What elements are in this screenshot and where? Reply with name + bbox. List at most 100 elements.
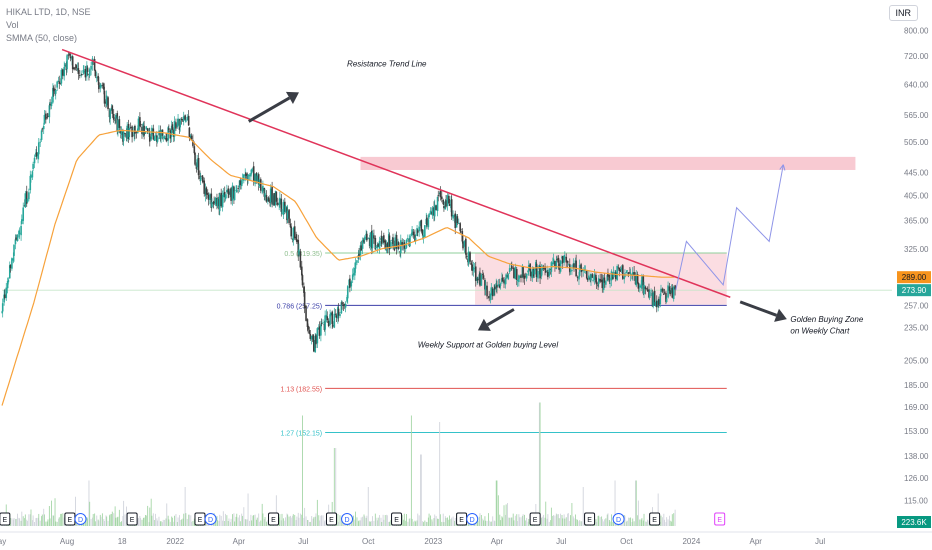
candle (380, 230, 383, 248)
candle-body (443, 206, 445, 209)
candle-body (220, 192, 222, 207)
candle-body (218, 194, 221, 212)
candle (120, 126, 123, 139)
candle-body (293, 226, 296, 239)
earnings-marker: E (0, 512, 11, 526)
candle (4, 288, 6, 300)
candle (450, 193, 453, 221)
candle-body (669, 290, 671, 295)
candle-body (484, 285, 487, 290)
candle (366, 231, 368, 242)
candle (279, 191, 281, 208)
candle-body (585, 271, 588, 279)
candle-body (497, 284, 500, 286)
candle-body (308, 330, 311, 334)
candle (64, 63, 66, 67)
earnings-marker: E (649, 512, 661, 526)
annotation-arrow-shaft (739, 300, 778, 317)
candle (88, 67, 91, 78)
candle (235, 185, 238, 193)
candle (254, 173, 256, 187)
candle (153, 135, 156, 142)
candle (601, 274, 604, 293)
candle-body (16, 234, 19, 241)
candle-body (93, 59, 96, 71)
candle (614, 270, 617, 282)
candle-body (671, 287, 674, 298)
candle-body (554, 260, 556, 267)
candle-body (460, 229, 462, 231)
highlight-zone-1 (475, 252, 727, 305)
candle (122, 130, 125, 147)
candle (233, 187, 236, 201)
candle-body (592, 280, 594, 281)
currency-button[interactable]: INR (888, 5, 918, 21)
candle (313, 335, 315, 353)
candle (184, 114, 186, 121)
candle-body (252, 166, 255, 182)
candle-body (522, 266, 524, 278)
candle-body (58, 81, 61, 84)
candlestick-series (1, 51, 676, 353)
candle-body (448, 195, 450, 204)
candle-body (590, 274, 592, 281)
candle-body (601, 279, 604, 289)
candle (84, 65, 87, 81)
candle-body (71, 56, 74, 70)
candle (412, 228, 415, 239)
candle-body (295, 236, 297, 240)
candle-body (15, 237, 17, 240)
candle (213, 196, 215, 206)
candle-body (637, 282, 640, 289)
candle-body (84, 69, 87, 78)
candle (482, 272, 485, 280)
candle-body (88, 69, 91, 77)
candle (371, 230, 374, 254)
candle (218, 192, 221, 216)
candle-body (139, 117, 141, 127)
candle (309, 330, 312, 341)
candle-body (235, 189, 238, 193)
candle (373, 229, 375, 244)
candle-body (650, 290, 652, 292)
annotation-text: Golden Buying Zone (790, 315, 863, 324)
candle (407, 234, 409, 242)
candle-body (31, 171, 34, 178)
candle (154, 132, 157, 141)
candle (461, 228, 464, 244)
candle-body (52, 88, 54, 103)
candle-body (303, 286, 305, 293)
candle (250, 168, 253, 175)
candle (605, 280, 607, 288)
candle (672, 285, 675, 302)
candle (32, 161, 34, 172)
earnings-marker-label: E (394, 517, 399, 524)
candle-body (576, 277, 579, 278)
candle-body (484, 279, 486, 290)
candle (377, 242, 379, 248)
candle-body (81, 73, 83, 75)
candle-body (627, 272, 630, 274)
candle (160, 129, 162, 144)
candle-body (290, 226, 292, 237)
candle-body (390, 242, 392, 249)
annotation-arrow-head (774, 308, 787, 322)
candle (567, 263, 570, 266)
earnings-marker: E (714, 512, 726, 526)
candle-body (470, 262, 473, 266)
candle-body (105, 95, 108, 106)
candle (661, 287, 664, 294)
candle (652, 291, 655, 309)
candle-body (227, 188, 230, 194)
candle-body (496, 285, 498, 288)
candle (501, 274, 504, 282)
annotation-arrow-head (285, 91, 299, 104)
y-axis-tick-label: 169.00 (904, 403, 929, 412)
highlight-zone-0 (360, 156, 856, 170)
candle-body (617, 267, 620, 269)
candle-body (513, 268, 515, 279)
candle (667, 281, 669, 299)
candle-body (60, 69, 63, 84)
candle-body (182, 116, 185, 121)
